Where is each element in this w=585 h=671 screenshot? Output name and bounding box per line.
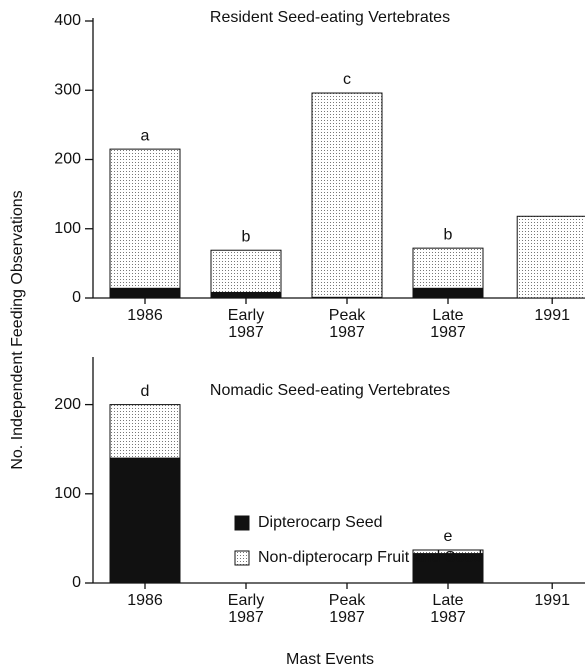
y-tick-label: 0 (72, 574, 81, 591)
bar-annotation: b (242, 228, 251, 245)
bar-annotation: a (141, 127, 150, 144)
x-tick-label: Late 1987 (430, 592, 466, 626)
x-tick-label: Peak 1987 (329, 307, 366, 341)
bar-annotation: c (343, 71, 351, 88)
x-axis-label: Mast Events (286, 651, 374, 668)
x-tick-label: Early 1987 (228, 307, 264, 341)
bar-segment (109, 457, 181, 584)
x-tick-label: 1991 (534, 307, 570, 324)
y-tick-label: 100 (54, 220, 81, 237)
bar-annotation: b (444, 226, 453, 243)
legend-swatch (234, 515, 250, 531)
bar-segment (109, 148, 181, 289)
bar-segment (412, 247, 484, 289)
bar-segment (109, 404, 181, 459)
chart-title: Resident Seed-eating Vertebrates (210, 9, 450, 26)
bar-segment (412, 287, 484, 299)
bar-segment (109, 287, 181, 299)
x-tick-label: 1986 (127, 307, 163, 324)
legend-swatch (234, 550, 250, 566)
y-axis-label: No. Independent Feeding Observations (9, 190, 26, 469)
x-tick-label: Late 1987 (430, 307, 466, 341)
legend-label: Non-dipterocarp Fruit and Seed (258, 549, 482, 566)
y-tick-label: 0 (72, 289, 81, 306)
bar-annotation: d (141, 383, 150, 400)
y-tick-label: 300 (54, 81, 81, 98)
legend-label: Dipterocarp Seed (258, 514, 383, 531)
x-tick-label: 1991 (534, 592, 570, 609)
bar-segment (210, 249, 282, 293)
bar-annotation: e (444, 528, 453, 545)
x-tick-label: Peak 1987 (329, 592, 366, 626)
chart-title: Nomadic Seed-eating Vertebrates (210, 382, 450, 399)
y-tick-label: 200 (54, 151, 81, 168)
y-tick-label: 100 (54, 485, 81, 502)
bar-segment (210, 291, 282, 299)
bar-segment (311, 92, 383, 298)
bar-segment (412, 549, 484, 555)
x-tick-label: 1986 (127, 592, 163, 609)
bar-segment (412, 553, 484, 584)
x-tick-label: Early 1987 (228, 592, 264, 626)
y-tick-label: 400 (54, 12, 81, 29)
bar-segment (516, 215, 585, 299)
y-tick-label: 200 (54, 396, 81, 413)
